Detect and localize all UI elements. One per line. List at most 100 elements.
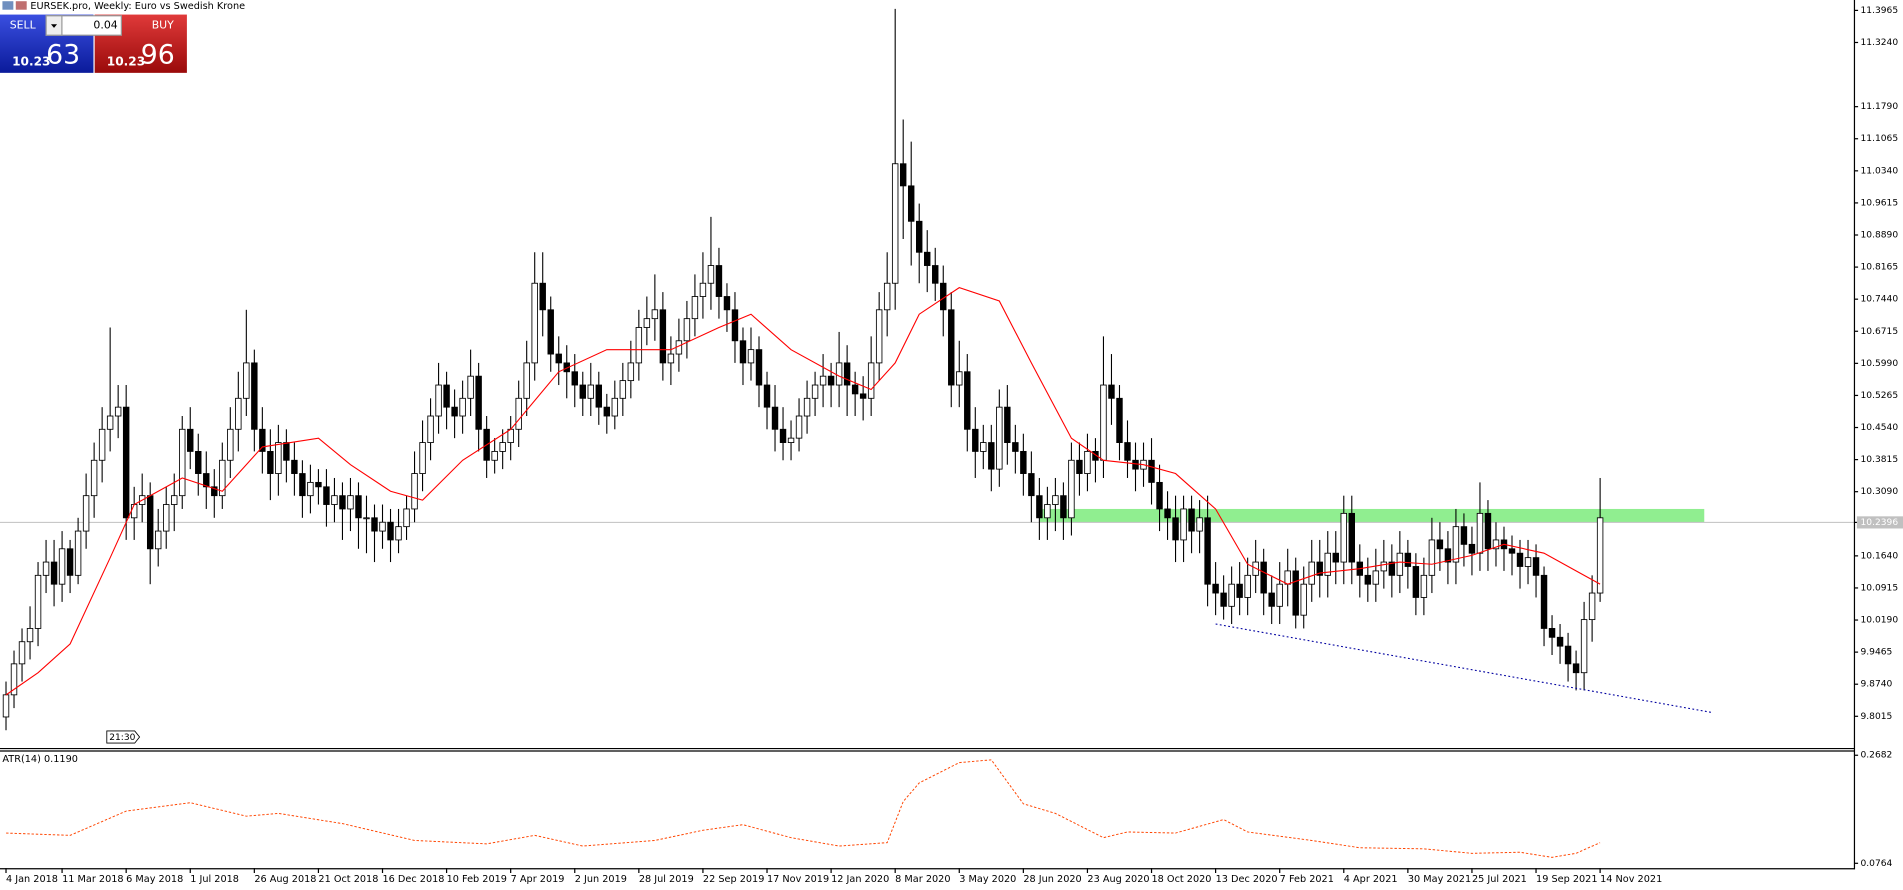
candle-body — [1108, 384, 1115, 399]
candle-body — [395, 526, 402, 541]
candle-body — [427, 415, 434, 443]
candle-body — [82, 495, 90, 532]
chart-title: EURSEK.pro, Weekly: Euro vs Swedish Kron… — [30, 1, 245, 12]
candle-body — [1292, 570, 1299, 616]
candle-body — [475, 375, 482, 430]
candle-body — [267, 450, 274, 474]
candle-body — [1036, 495, 1043, 519]
candle-body — [651, 309, 659, 320]
x-tick-label: 28 Jul 2019 — [639, 874, 694, 885]
candle-body — [867, 362, 875, 399]
y-tick-label: 10.2396 — [1861, 518, 1899, 528]
candle-body — [1236, 583, 1243, 598]
candle-body — [411, 473, 418, 510]
candle-body — [707, 265, 715, 284]
x-tick-label: 12 Jan 2020 — [831, 874, 889, 885]
candle-body — [891, 163, 899, 284]
y-tick-label: 10.3090 — [1861, 487, 1899, 497]
buy-price-pips: 96 — [141, 39, 175, 70]
candle-body — [1284, 570, 1291, 585]
candle-body — [691, 296, 699, 320]
y-tick-label: 10.7440 — [1861, 295, 1899, 305]
trade-panel: SELL 0.04 BUY 10.23 63 10.23 96 — [0, 14, 187, 73]
candle-body — [635, 327, 643, 364]
candle-body — [235, 397, 242, 430]
candle-body — [467, 375, 474, 399]
candle-body — [219, 459, 226, 497]
candle-body — [363, 517, 370, 520]
candle-body — [1428, 539, 1436, 576]
candle-body — [1164, 508, 1171, 519]
x-tick-label: 10 Feb 2019 — [447, 874, 507, 885]
candle-body — [451, 406, 458, 417]
candle-body — [996, 406, 1003, 470]
x-tick-label: 1 Jul 2018 — [190, 874, 239, 885]
candle-body — [1508, 548, 1516, 554]
candle-body — [980, 442, 987, 452]
candle-body — [1220, 592, 1227, 607]
candle-body — [1076, 459, 1083, 474]
candle-body — [739, 340, 747, 364]
candle-body — [827, 375, 835, 386]
y-tick-label: 10.9615 — [1861, 198, 1899, 208]
candle-body — [899, 163, 907, 187]
candle-body — [1324, 552, 1331, 576]
indicator-line — [6, 759, 1601, 858]
candle-body — [331, 495, 338, 505]
candle-body — [683, 318, 691, 342]
candle-body — [1060, 495, 1067, 519]
candle-body — [130, 504, 138, 519]
candle-body — [371, 517, 378, 532]
moving-average — [5, 287, 1601, 696]
candle-body — [843, 362, 851, 386]
candle-body — [851, 384, 859, 395]
y-tick-label: 10.6715 — [1861, 327, 1899, 337]
time-marker: 21:30 — [109, 733, 135, 743]
y-tick-label: 10.0190 — [1861, 616, 1899, 626]
candle-body — [355, 495, 362, 519]
candle-body — [956, 371, 963, 386]
candle-body — [227, 428, 234, 461]
candle-body — [1028, 473, 1035, 497]
candle-body — [1524, 557, 1532, 567]
candle-body — [603, 406, 611, 417]
candle-body — [779, 428, 787, 443]
candle-body — [595, 384, 603, 408]
candle-body — [1180, 508, 1187, 541]
candle-body — [875, 309, 883, 364]
candle-body — [1516, 552, 1524, 567]
candle-body — [1580, 619, 1588, 674]
y-tick-label: 0.2682 — [1861, 751, 1893, 761]
candle-body — [1484, 512, 1492, 550]
candle-body — [1572, 663, 1580, 674]
buy-price-big: 10.23 — [107, 54, 145, 68]
x-tick-label: 30 May 2021 — [1408, 874, 1471, 885]
candle-body — [1212, 583, 1219, 594]
candle-body — [114, 406, 122, 417]
x-tick-label: 17 Nov 2019 — [767, 874, 829, 885]
candle-body — [1596, 517, 1604, 594]
candle-body — [667, 353, 675, 364]
candle-body — [803, 397, 811, 417]
candle-body — [154, 530, 162, 550]
x-tick-label: 18 Oct 2020 — [1152, 874, 1212, 885]
x-tick-label: 8 Mar 2020 — [895, 874, 950, 885]
candle-body — [1260, 561, 1267, 594]
candle-body — [619, 380, 627, 399]
candle-body — [379, 521, 386, 532]
candle-body — [964, 371, 971, 430]
y-tick-label: 10.3815 — [1861, 455, 1899, 465]
candle-body — [1452, 526, 1460, 563]
candle-body — [811, 384, 819, 399]
candle-body — [1308, 561, 1315, 585]
candle-body — [98, 428, 106, 461]
candle-body — [1420, 574, 1428, 598]
candle-body — [699, 282, 707, 297]
candle-body — [523, 362, 530, 399]
candle-body — [203, 473, 210, 488]
candle-body — [1340, 512, 1347, 563]
candle-body — [1364, 574, 1372, 585]
candle-body — [715, 265, 723, 297]
candle-body — [50, 561, 58, 585]
